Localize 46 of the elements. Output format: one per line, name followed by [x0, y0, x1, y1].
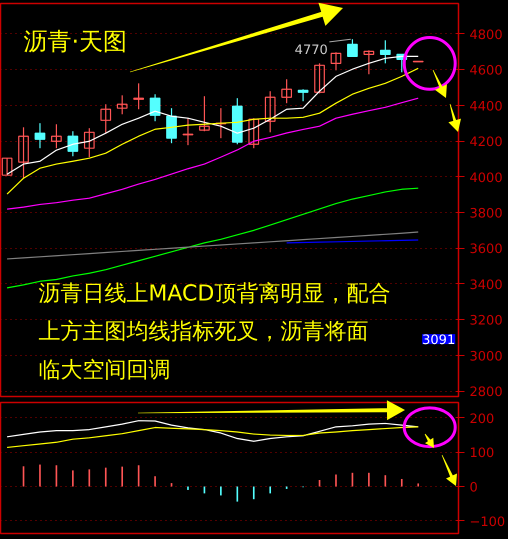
line-series [6, 68, 419, 195]
y-tick-label: 3000 [470, 349, 503, 364]
candlestick [314, 62, 325, 94]
candlestick [248, 118, 260, 149]
y-tick-label: 100 [470, 446, 494, 462]
candlestick [264, 90, 276, 133]
line-series [6, 98, 419, 210]
candlestick [166, 108, 177, 144]
y-tick-label: 4000 [470, 170, 503, 186]
y-tick-label: 4200 [470, 135, 503, 150]
candlestick [67, 130, 78, 157]
candlestick [2, 158, 12, 176]
candlestick [34, 122, 46, 149]
y-tick-label: 200 [470, 412, 494, 427]
candlestick [199, 96, 210, 132]
candlestick [18, 126, 29, 179]
y-tick-label: 4800 [470, 28, 503, 43]
candlestick [150, 94, 160, 122]
y-tick-label: 3600 [470, 242, 503, 258]
candlestick [51, 124, 62, 149]
y-tick-label: 3200 [470, 314, 503, 329]
candlestick [364, 50, 374, 75]
candlestick [84, 128, 95, 158]
annotation: 沥青日线上MACD顶背离明显，配合上方主图均线指标死叉，沥青将面临大空间回调 [38, 281, 390, 384]
line-series [6, 420, 419, 442]
y-tick-label: 3800 [470, 206, 503, 222]
annotation: 4770 [294, 43, 328, 58]
line-series [6, 426, 419, 448]
y-tick-label: −100 [470, 514, 506, 530]
candlestick [330, 52, 342, 71]
candlestick [380, 40, 391, 64]
candlestick [133, 82, 144, 110]
candlestick [100, 104, 112, 134]
line-series [6, 231, 419, 260]
candlestick [347, 38, 358, 57]
candlestick [182, 118, 194, 146]
y-tick-label: 2800 [470, 385, 503, 400]
candlestick [298, 88, 308, 102]
candlestick [116, 94, 128, 115]
y-tick-label: 0 [470, 480, 478, 496]
candlestick [281, 78, 292, 104]
text: 沥青·天图 [24, 27, 128, 56]
y-tick-label: 3400 [470, 278, 503, 293]
y-tick-label: 4600 [470, 64, 503, 79]
candlestick [215, 108, 226, 139]
y-tick-label: 4400 [470, 99, 503, 114]
